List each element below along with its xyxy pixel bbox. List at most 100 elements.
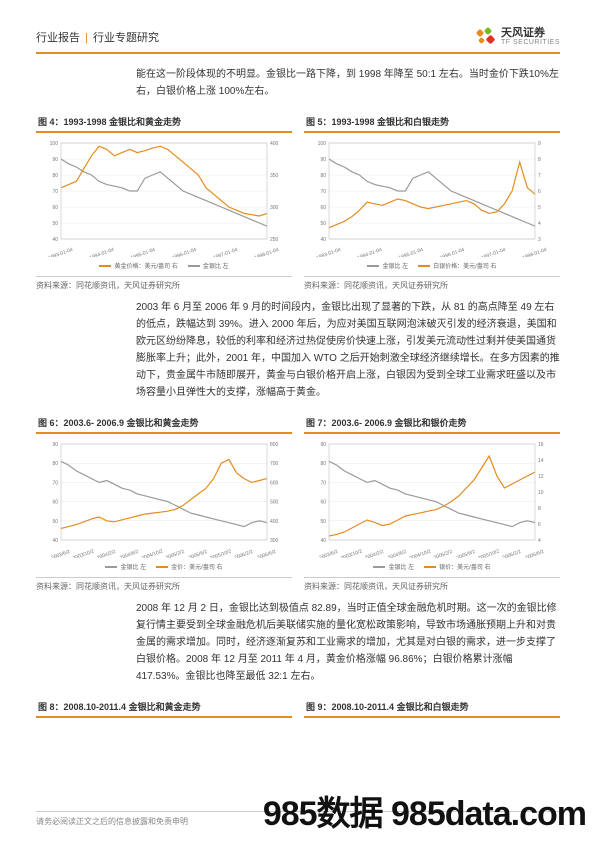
svg-text:70: 70 [320,480,326,486]
svg-text:70: 70 [52,189,58,195]
svg-text:80: 80 [52,173,58,179]
svg-text:2004/10/2: 2004/10/2 [409,548,432,558]
svg-text:2004/2/2: 2004/2/2 [96,549,117,558]
chart-7-canvas: 405060708090468101214162003/6/22003/10/2… [304,438,560,558]
chart-5-title: 图 5：1993-1998 金银比和白银走势 [304,112,560,133]
legend-swatch [367,265,379,267]
chart-7: 图 7：2003.6- 2006.9 金银比和银价走势 40 50 60 70 80 90… [304,413,560,592]
brand-name: 天风证券 TF SECURITIES [501,28,560,46]
svg-text:3: 3 [538,237,541,243]
brand-logo: 天风证券 TF SECURITIES [475,28,560,46]
svg-text:90: 90 [52,157,58,163]
svg-text:9: 9 [538,141,541,147]
svg-text:60: 60 [320,500,326,506]
page-header: 行业报告 | 行业专题研究 天风证券 TF SECURITIES [36,28,560,52]
svg-text:2006/2/2: 2006/2/2 [502,549,523,558]
svg-text:1997-01-04: 1997-01-04 [212,247,238,257]
chart-4-source: 资料来源：同花顺资讯，天风证券研究所 [36,276,292,291]
svg-text:2005/6/2: 2005/6/2 [188,549,209,558]
header-category-2: 行业专题研究 [93,32,159,44]
legend-swatch [424,566,436,568]
svg-text:100: 100 [318,141,327,147]
chart-5-legend: 金银比 左 白银价格：美元/盎司 右 [304,257,560,274]
paragraph-3: 2008 年 12 月 2 日，金银比达到极值点 82.89，当时正值全球金融危… [136,600,560,685]
watermark: 985数据 985data.com [263,786,586,835]
svg-text:100: 100 [50,141,59,147]
svg-text:40: 40 [320,237,326,243]
svg-text:50: 50 [52,221,58,227]
chart-6-canvas: 4050607080903004005006007008002003/6/220… [36,438,292,558]
chart-row-2: 图 6：2003.6- 2006.9 金银比和黄金走势 405060708090… [36,413,560,592]
legend-item: 金银比 左 [188,261,229,270]
svg-text:2004/6/2: 2004/6/2 [119,549,140,558]
svg-text:2005/2/2: 2005/2/2 [165,549,186,558]
svg-text:2003/6/2: 2003/6/2 [318,549,339,558]
svg-text:10: 10 [538,490,544,496]
svg-text:12: 12 [538,474,544,480]
legend-item: 金价：美元/盎司 右 [156,562,222,571]
svg-text:80: 80 [320,461,326,467]
legend-label: 金银比 左 [388,562,414,571]
legend-swatch [188,265,200,267]
legend-item: 金银比 左 [105,562,146,571]
svg-text:1994-01-04: 1994-01-04 [89,247,115,257]
chart-6-legend: 金银比 左 金价：美元/盎司 右 [36,558,292,575]
svg-text:1996-01-04: 1996-01-04 [439,247,465,257]
svg-text:70: 70 [52,480,58,486]
legend-label: 白银价格：美元/盎司 右 [433,261,496,270]
chart-7-title: 图 7：2003.6- 2006.9 金银比和银价走势 [304,413,560,434]
header-separator: | [85,32,88,44]
brand-cn: 天风证券 [501,28,560,39]
legend-label: 金价：美元/盎司 右 [171,562,222,571]
svg-text:90: 90 [52,442,58,448]
svg-text:40: 40 [52,237,58,243]
legend-label: 金银比 左 [382,261,408,270]
svg-text:90: 90 [320,157,326,163]
svg-text:50: 50 [320,519,326,525]
svg-text:300: 300 [270,205,279,211]
legend-label: 黄金价格：美元/盎司 右 [114,261,177,270]
svg-text:70: 70 [320,189,326,195]
header-left: 行业报告 | 行业专题研究 [36,29,159,45]
svg-text:800: 800 [270,442,279,448]
brand-en: TF SECURITIES [501,39,560,46]
svg-text:1993-01-04: 1993-01-04 [316,247,342,257]
svg-text:2005/2/2: 2005/2/2 [433,549,454,558]
legend-item: 金银比 左 [367,261,408,270]
svg-text:1995-01-04: 1995-01-04 [130,247,156,257]
svg-text:2006/6/2: 2006/6/2 [256,549,277,558]
svg-text:1995-01-04: 1995-01-04 [398,247,424,257]
svg-text:700: 700 [270,461,279,467]
svg-text:2006/2/2: 2006/2/2 [234,549,255,558]
chart-4-legend: 黄金价格：美元/盎司 右 金银比 左 [36,257,292,274]
chart-9-title: 图 9：2008.10-2011.4 金银比和白银走势 [304,697,560,718]
chart-5-canvas: 40506070809010034567891993-01-041994-01-… [304,137,560,257]
chart-5-source: 资料来源：同花顺资讯，天风证券研究所 [304,276,560,291]
svg-text:2006/6/2: 2006/6/2 [524,549,545,558]
chart-row-1: 图 4：1993-1998 金银比和黄金走势 40506070809010025… [36,112,560,291]
chart-8: 图 8：2008.10-2011.4 金银比和黄金走势 [36,697,292,722]
svg-text:40: 40 [320,538,326,544]
svg-text:2005/10/2: 2005/10/2 [477,548,500,558]
svg-text:60: 60 [52,500,58,506]
chart-6: 图 6：2003.6- 2006.9 金银比和黄金走势 405060708090… [36,413,292,592]
svg-text:14: 14 [538,458,544,464]
svg-text:2005/10/2: 2005/10/2 [209,548,232,558]
svg-text:5: 5 [538,205,541,211]
svg-text:1997-01-04: 1997-01-04 [480,247,506,257]
svg-text:350: 350 [270,173,279,179]
svg-text:2003/6/2: 2003/6/2 [50,549,71,558]
svg-text:2004/6/2: 2004/6/2 [387,549,408,558]
svg-text:2005/6/2: 2005/6/2 [456,549,477,558]
svg-text:1998-01-04: 1998-01-04 [254,247,280,257]
chart-row-3: 图 8：2008.10-2011.4 金银比和黄金走势 图 9：2008.10-… [36,697,560,722]
chart-6-source: 资料来源：同花顺资讯，天风证券研究所 [36,577,292,592]
legend-item: 黄金价格：美元/盎司 右 [99,261,177,270]
legend-swatch [99,265,111,267]
legend-item: 白银价格：美元/盎司 右 [418,261,496,270]
svg-text:250: 250 [270,237,279,243]
svg-text:8: 8 [538,506,541,512]
svg-text:600: 600 [270,480,279,486]
svg-text:90: 90 [320,442,326,448]
svg-text:80: 80 [52,461,58,467]
